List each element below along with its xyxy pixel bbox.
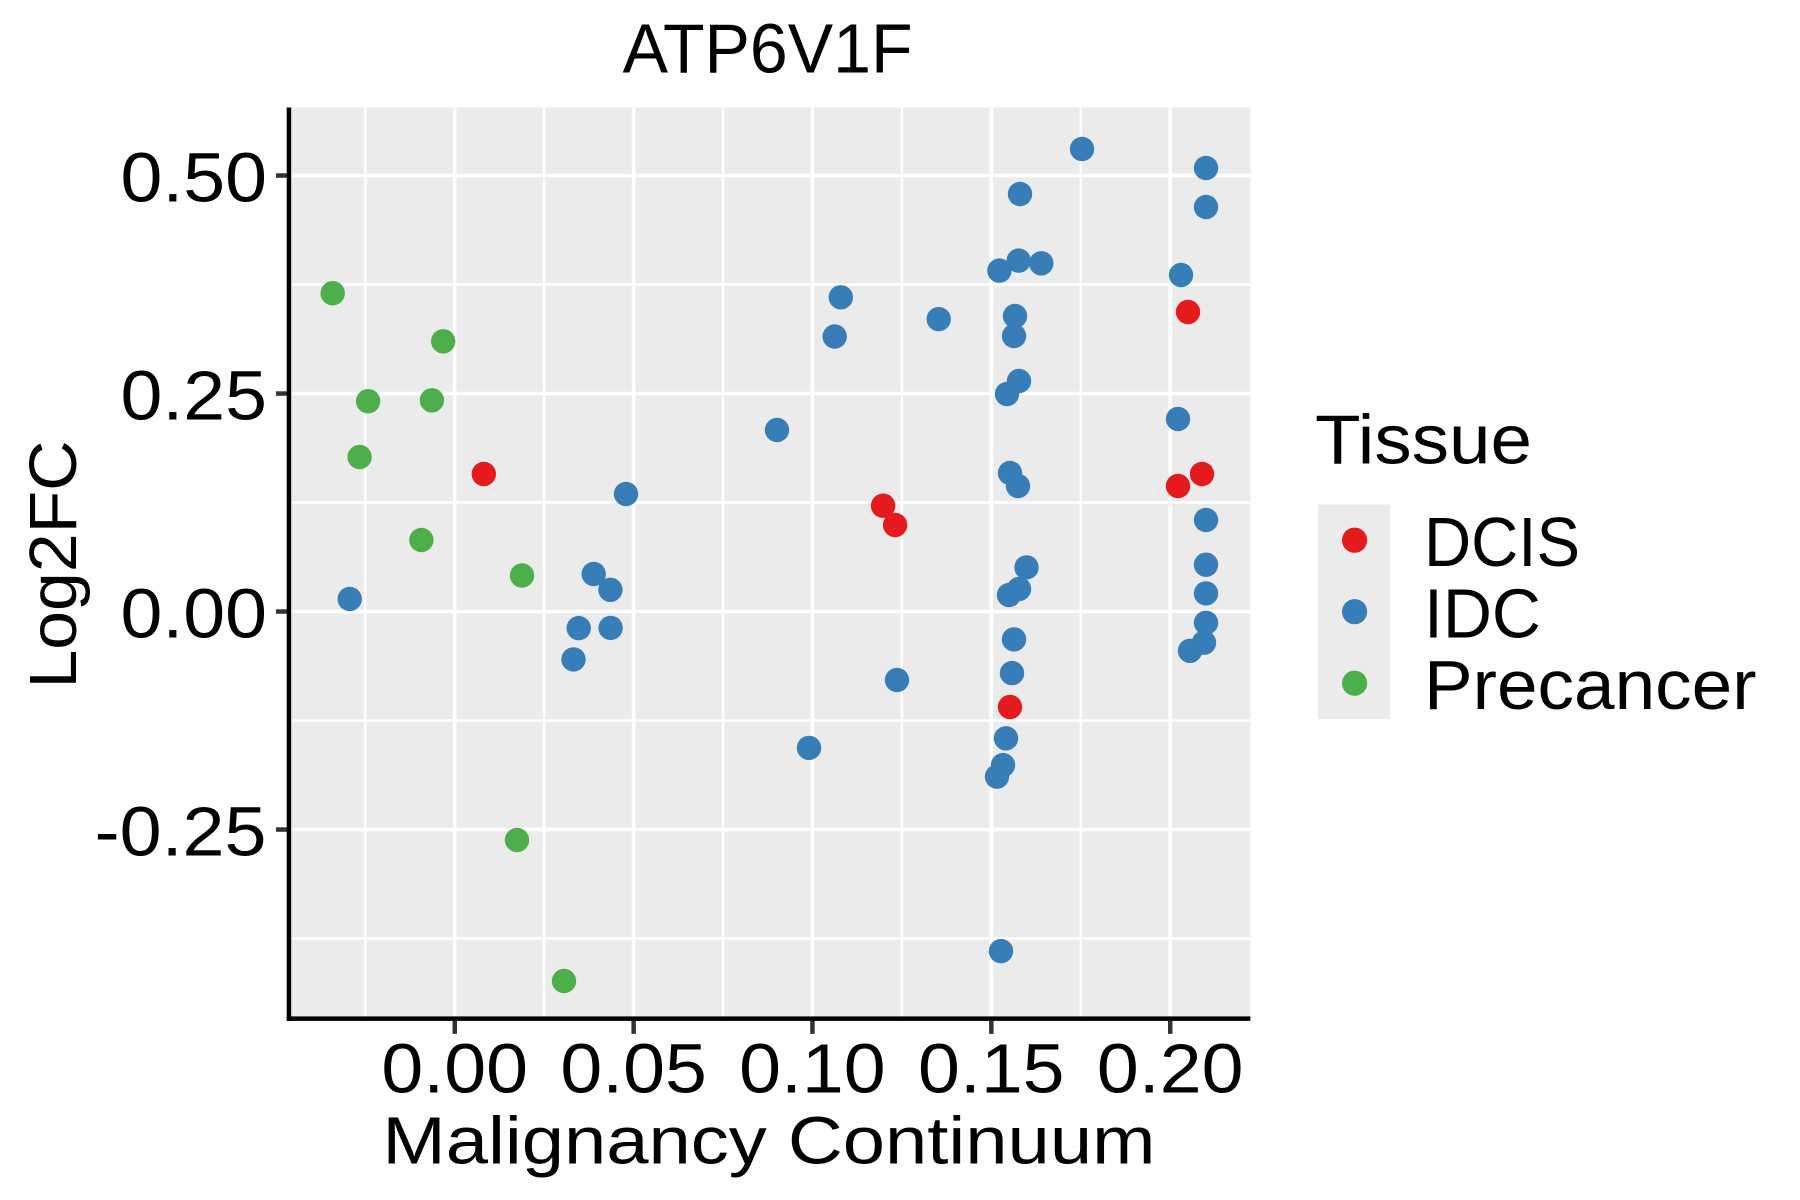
svg-text:Malignancy Continuum: Malignancy Continuum (382, 1104, 1155, 1179)
svg-text:IDC: IDC (1424, 575, 1541, 653)
svg-text:DCIS: DCIS (1424, 503, 1580, 581)
svg-text:0.20: 0.20 (1097, 1029, 1244, 1107)
svg-text:Precancer: Precancer (1424, 646, 1757, 724)
svg-text:ATP6V1F: ATP6V1F (623, 9, 913, 87)
svg-text:0.15: 0.15 (918, 1029, 1065, 1107)
svg-text:0.25: 0.25 (121, 357, 268, 435)
svg-text:-0.25: -0.25 (95, 793, 267, 871)
svg-text:0.00: 0.00 (381, 1029, 528, 1107)
svg-text:0.10: 0.10 (739, 1029, 886, 1107)
svg-text:0.00: 0.00 (121, 575, 268, 653)
svg-text:0.50: 0.50 (121, 139, 268, 217)
svg-text:Tissue: Tissue (1315, 400, 1532, 478)
svg-text:Log2FC: Log2FC (16, 441, 91, 689)
svg-text:0.05: 0.05 (560, 1029, 707, 1107)
